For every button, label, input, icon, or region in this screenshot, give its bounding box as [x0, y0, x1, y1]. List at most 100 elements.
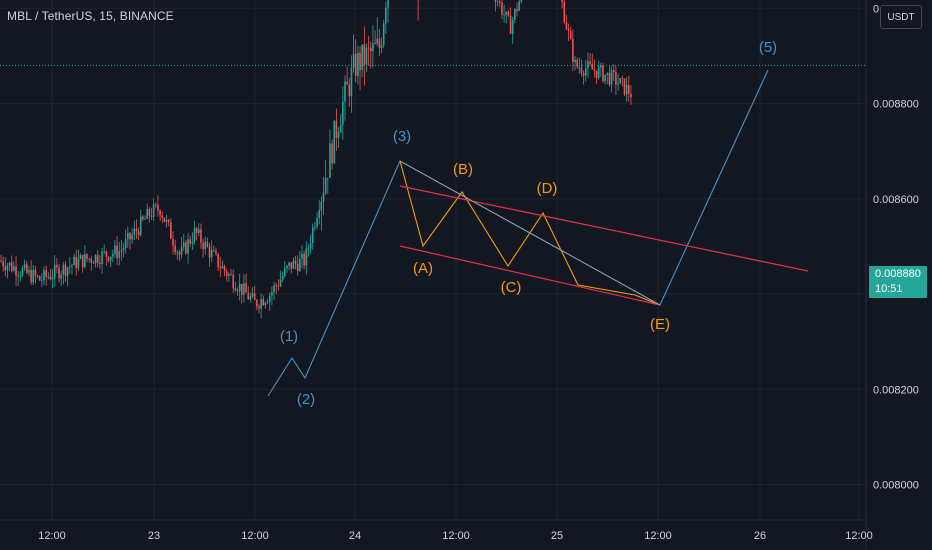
candle-body	[589, 61, 591, 64]
candle-body	[195, 228, 198, 233]
candle-body	[509, 15, 512, 34]
candle-body	[382, 23, 385, 46]
candle-body	[178, 252, 181, 255]
grid-lines	[0, 0, 866, 520]
candle-body	[350, 67, 353, 97]
candle-body	[187, 239, 189, 254]
candle-body	[339, 124, 342, 133]
candle-body	[597, 67, 600, 79]
candle-body	[324, 178, 327, 193]
candle-body	[238, 283, 241, 292]
candle-body	[260, 299, 262, 309]
candle-body	[320, 201, 323, 211]
candle-body	[595, 70, 598, 79]
candle-body	[327, 177, 329, 179]
impulse-label: (2)	[297, 391, 315, 408]
candle-body	[352, 53, 355, 68]
candle-body	[86, 253, 88, 260]
candle-body	[127, 232, 129, 240]
candle-body	[58, 267, 60, 279]
candle-body	[516, 9, 518, 11]
candle-body	[507, 11, 510, 16]
candle-body	[142, 216, 144, 220]
candle-body	[329, 143, 331, 178]
candle-body	[198, 229, 200, 233]
candle-body	[34, 270, 37, 276]
price-tick-label: 0.008800	[873, 99, 919, 111]
candle-body	[585, 68, 587, 76]
candle-body	[567, 28, 570, 31]
candle-body	[84, 253, 86, 268]
candle-body	[316, 217, 318, 227]
candle-body	[499, 1, 501, 3]
candle-body	[105, 251, 108, 257]
candle-body	[150, 215, 153, 217]
candle-body	[71, 265, 73, 267]
candle-body	[223, 266, 226, 272]
candle-body	[6, 265, 9, 271]
candle-body	[92, 262, 95, 264]
last-price-value: 0.008880	[875, 268, 921, 280]
candle-body	[236, 290, 239, 292]
candle-body	[503, 14, 505, 16]
time-tick-label: 12:00	[845, 530, 873, 542]
candle-body	[602, 65, 604, 82]
candle-body	[62, 264, 65, 275]
candle-body	[17, 275, 19, 277]
candle-body	[204, 241, 207, 250]
candle-body	[202, 242, 204, 250]
candle-body	[511, 20, 514, 34]
candle-body	[367, 47, 370, 49]
candle-body	[81, 254, 84, 268]
time-tick-label: 24	[349, 530, 361, 542]
candle-body	[96, 254, 99, 263]
candle-body	[249, 296, 252, 300]
candle-body	[144, 218, 146, 220]
correction-label: (D)	[537, 180, 558, 197]
candle-body	[333, 120, 336, 164]
currency-button[interactable]: USDT	[880, 5, 922, 29]
candle-body	[101, 251, 103, 265]
last-price-badge: 0.008880 10:51	[869, 266, 927, 298]
candle-body	[273, 285, 275, 292]
candle-body	[520, 0, 523, 2]
candle-body	[335, 120, 338, 138]
candle-body	[215, 251, 217, 254]
candle-body	[157, 204, 159, 211]
candle-body	[10, 262, 13, 271]
candle-body	[305, 248, 308, 266]
candle-body	[146, 208, 148, 219]
candle-body	[8, 262, 11, 266]
candle-body	[19, 275, 22, 277]
candle-body	[372, 43, 374, 52]
candle-body	[514, 9, 516, 21]
candle-body	[43, 270, 45, 281]
candle-body	[593, 69, 596, 71]
impulse-label: (3)	[393, 128, 411, 145]
candle-body	[361, 44, 363, 71]
candle-body	[28, 269, 30, 273]
candle-body	[51, 277, 54, 280]
candle-body	[296, 263, 299, 272]
candle-body	[122, 248, 125, 251]
candle-body	[357, 53, 359, 76]
candle-body	[114, 245, 116, 254]
candle-body	[225, 271, 228, 276]
candle-body	[376, 38, 379, 44]
candle-body	[286, 265, 288, 269]
time-tick-label: 25	[551, 530, 563, 542]
candle-body	[292, 260, 295, 269]
candle-body	[505, 11, 508, 15]
time-axis[interactable]: 12:00 23 12:00 24 12:00 25 12:00 26 12:00	[0, 519, 873, 542]
candle-body	[64, 264, 67, 276]
candle-body	[275, 285, 277, 287]
candle-body	[582, 72, 585, 76]
candle-body	[271, 291, 273, 296]
candle-body	[172, 238, 174, 246]
candle-body	[370, 48, 372, 52]
candle-body	[580, 67, 583, 73]
candle-body	[213, 250, 215, 252]
candle-body	[299, 258, 301, 272]
bar-countdown: 10:51	[875, 283, 903, 295]
